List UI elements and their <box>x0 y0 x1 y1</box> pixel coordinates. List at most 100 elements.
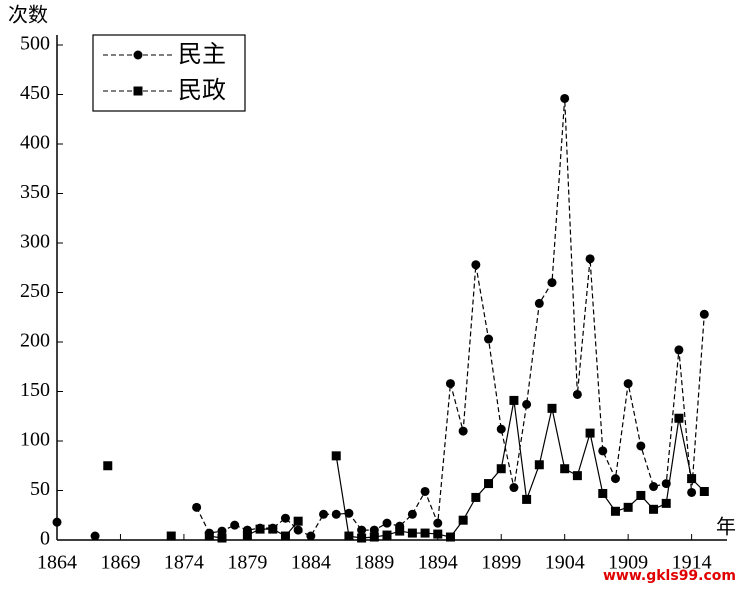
y-tick-label: 100 <box>20 429 50 451</box>
data-point <box>344 508 354 518</box>
data-point <box>103 461 113 471</box>
data-point <box>293 516 303 526</box>
data-point <box>585 428 595 438</box>
x-axis-label: 年 <box>716 515 736 539</box>
data-point <box>674 345 684 355</box>
data-point <box>610 474 620 484</box>
data-point <box>484 479 494 489</box>
data-point <box>319 509 329 519</box>
x-tick-label: 1869 <box>100 552 140 574</box>
x-tick-label: 1864 <box>37 552 77 574</box>
data-point <box>420 486 430 496</box>
data-point <box>623 502 633 512</box>
x-tick-label: 1889 <box>354 552 394 574</box>
data-point <box>90 531 100 541</box>
data-point <box>572 389 582 399</box>
y-tick-label: 150 <box>20 379 50 401</box>
legend-marker <box>133 86 143 96</box>
data-point <box>255 524 265 534</box>
legend-label: 民政 <box>178 76 226 104</box>
y-tick-label: 200 <box>20 330 50 352</box>
y-axis-label: 次数 <box>8 3 48 27</box>
data-point <box>369 532 379 542</box>
data-point <box>369 525 379 535</box>
x-tick-label: 1879 <box>227 552 267 574</box>
data-point <box>420 528 430 538</box>
data-point <box>534 298 544 308</box>
data-point <box>522 399 532 409</box>
data-point <box>357 533 367 543</box>
data-point <box>458 426 468 436</box>
data-point <box>166 531 176 541</box>
data-point <box>445 532 455 542</box>
data-point <box>471 260 481 270</box>
data-point <box>445 379 455 389</box>
data-point <box>636 441 646 451</box>
data-point <box>471 492 481 502</box>
data-point <box>217 526 227 536</box>
data-point <box>547 403 557 413</box>
data-point <box>661 498 671 508</box>
x-tick-label: 1894 <box>418 552 458 574</box>
data-point <box>280 531 290 541</box>
data-point <box>534 460 544 470</box>
data-point <box>382 518 392 528</box>
data-point <box>649 504 659 514</box>
x-tick-label: 1899 <box>481 552 521 574</box>
legend-marker <box>133 50 143 60</box>
y-tick-label: 300 <box>20 231 50 253</box>
data-point <box>496 464 506 474</box>
data-point <box>268 524 278 534</box>
data-point <box>623 379 633 389</box>
data-point <box>458 515 468 525</box>
data-point <box>560 93 570 103</box>
data-point <box>598 488 608 498</box>
data-point <box>407 528 417 538</box>
data-point <box>331 509 341 519</box>
data-point <box>699 486 709 496</box>
watermark: www.gkls99.com <box>603 568 736 584</box>
data-point <box>699 309 709 319</box>
data-point <box>192 502 202 512</box>
data-point <box>433 518 443 528</box>
data-point <box>674 413 684 423</box>
data-point <box>382 530 392 540</box>
data-point <box>687 474 697 484</box>
legend-box <box>92 34 246 112</box>
data-point <box>204 531 214 541</box>
y-tick-label: 400 <box>20 132 50 154</box>
data-point <box>547 278 557 288</box>
data-point <box>306 531 316 541</box>
data-point <box>585 254 595 264</box>
data-point <box>560 464 570 474</box>
data-point <box>636 490 646 500</box>
data-point <box>687 487 697 497</box>
x-tick-label: 1874 <box>164 552 204 574</box>
data-point <box>52 517 62 527</box>
y-tick-label: 450 <box>20 82 50 104</box>
data-point <box>572 471 582 481</box>
x-tick-label: 1914 <box>672 552 712 574</box>
x-tick-label: 1884 <box>291 552 331 574</box>
data-point <box>280 513 290 523</box>
data-point <box>357 525 367 535</box>
data-point <box>509 483 519 493</box>
data-point <box>433 529 443 539</box>
y-tick-label: 350 <box>20 181 50 203</box>
x-tick-label: 1909 <box>608 552 648 574</box>
data-point <box>230 520 240 530</box>
y-tick-label: 250 <box>20 280 50 302</box>
data-point <box>331 451 341 461</box>
legend-label: 民主 <box>178 40 226 68</box>
data-point <box>509 395 519 405</box>
data-point <box>496 424 506 434</box>
data-point <box>395 526 405 536</box>
data-point <box>217 533 227 543</box>
data-point <box>484 334 494 344</box>
y-tick-label: 0 <box>40 528 50 550</box>
y-tick-label: 50 <box>30 478 50 500</box>
data-point <box>649 482 659 492</box>
data-point <box>344 531 354 541</box>
